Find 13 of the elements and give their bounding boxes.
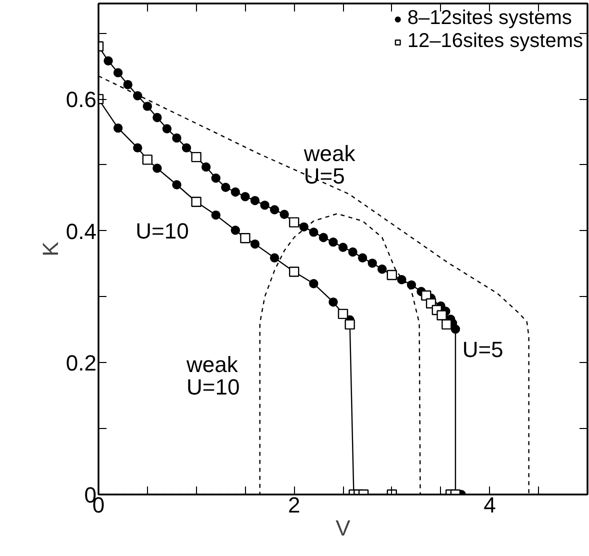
legend-label: 12–16sites systems [407, 30, 583, 53]
legend-label: 8–12sites systems [407, 7, 572, 30]
y-tick-label: 0.4 [66, 218, 97, 244]
annotation: weak U=5 [302, 141, 356, 189]
x-tick-label: 4 [484, 492, 496, 518]
x-tick-label: 2 [288, 492, 300, 518]
annotation: U=10 [136, 218, 189, 244]
annotation: U=5 [462, 337, 504, 362]
x-axis-title: V [336, 516, 351, 540]
y-axis-title: K [38, 241, 63, 256]
y-tick-label: 0.2 [66, 350, 97, 376]
y-tick-label: 0.6 [66, 87, 97, 112]
annotation: weak U=10 [186, 352, 240, 400]
